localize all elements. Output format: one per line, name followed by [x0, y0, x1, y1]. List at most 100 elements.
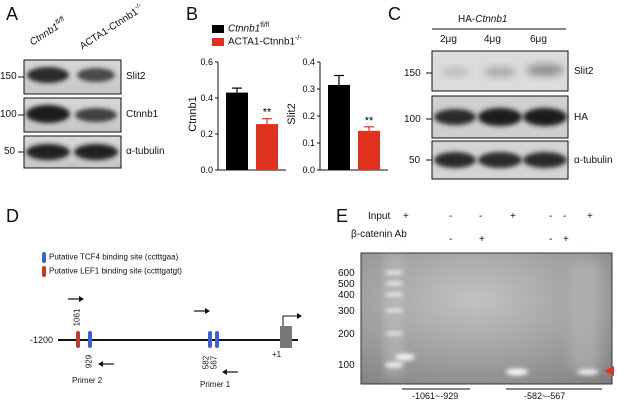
panel-c-title-gene: Ctnnb1 [475, 14, 508, 25]
tcf4-text: Putative TCF4 binding site (cctttgaa) [49, 252, 179, 262]
ladder-label-400: 400 [338, 290, 355, 301]
input-sign-lane-8: + [587, 211, 593, 222]
ladder-label-200: 200 [338, 329, 355, 340]
chart1-tick-label-3: 0.6 [200, 57, 213, 67]
chart1-bar-0 [226, 92, 248, 170]
panel-c-label-slit2: Slit2 [574, 66, 594, 77]
panel-a-mw-50: 50 [4, 146, 16, 157]
panel-c-mw-50: 50 [409, 155, 421, 166]
legend-1-main: Ctnnb1 [228, 23, 261, 35]
primer2-forward-arrow [68, 296, 84, 302]
ladder-bands [386, 271, 402, 367]
panel-d-legend-tcf4: Putative TCF4 binding site (cctttgaa) [42, 252, 178, 263]
legend-2-sup: -/- [295, 35, 302, 42]
primer1-reverse-arrow [222, 369, 238, 375]
chart1-significance: ** [263, 107, 272, 119]
ladder-label-300: 300 [338, 306, 355, 317]
primer1-forward-arrow [194, 308, 210, 314]
chart2-bar-1 [358, 130, 380, 170]
panel-c-letter: C [388, 4, 401, 24]
primer2-label: Primer 2 [72, 376, 103, 385]
panel-e-letter: E [336, 206, 349, 226]
panel-e-ab-label: β-catenin Ab [351, 229, 407, 240]
chart2-tick-label-3: 0.3 [302, 84, 315, 94]
tcf4-site-582 [208, 331, 212, 348]
panel-c-dose-2: 2μg [440, 34, 457, 45]
chart2-tick-label-4: 0.4 [302, 57, 315, 67]
blot-a-slit2 [23, 59, 122, 95]
tss-arrow [282, 315, 297, 326]
legend-2-main: ACTA1-Ctnnb1 [228, 36, 296, 48]
red-arrowhead [604, 366, 614, 376]
panel-b-letter: B [186, 4, 199, 24]
panel-a-mw-150: 150 [0, 71, 17, 82]
panel-c-title-main: HA- [458, 14, 476, 25]
panel-a-label-slit2: Slit2 [126, 71, 146, 82]
chart1-tick-label-2: 0.4 [200, 93, 213, 103]
chart1-bar-1 [256, 124, 278, 170]
panel-c-dose-6: 6μg [530, 34, 547, 45]
lef1-site [76, 331, 80, 348]
input-sign-lane-1: + [403, 211, 409, 222]
primer1-label: Primer 1 [200, 380, 231, 389]
panel-d-start: -1200 [30, 335, 54, 345]
panel-b-legend-2: ACTA1-Ctnnb1-/- [212, 35, 302, 47]
chart2-significance: ** [365, 115, 374, 127]
panel-c-label-ha: HA [574, 112, 588, 123]
ladder-label-100: 100 [338, 360, 355, 371]
chart2-tick-label-1: 0.1 [302, 138, 315, 148]
chart2-bar-0 [328, 84, 350, 170]
chart1-tick-label-1: 0.2 [200, 129, 213, 139]
region-label-1: -1061~-929 [412, 391, 459, 401]
lef1-text: Putative LEF1 binding site (cctttgatgt) [49, 266, 182, 276]
ab-sign-lane-6: - [549, 234, 553, 245]
blot-c-ha [431, 95, 569, 139]
tcf4-site-929 [88, 331, 92, 348]
chart2-tick-label-2: 0.2 [302, 111, 315, 121]
blot-c-slit2 [431, 50, 569, 92]
input-sign-lane-6: - [549, 211, 553, 222]
panel-c-mw-150: 150 [404, 68, 421, 79]
legend-swatch-black [212, 24, 224, 33]
ladder-label-500: 500 [338, 279, 355, 290]
panel-c-mw-100: 100 [404, 114, 421, 125]
chart-ctnnb1: 0.0 0.2 0.4 0.6 ** [200, 57, 286, 175]
panel-d-legend-lef1: Putative LEF1 binding site (cctttgatgt) [42, 266, 182, 277]
panel-d-letter: D [6, 206, 19, 226]
ab-sign-lane-3: + [479, 234, 485, 245]
legend-1-sup: fl/fl [260, 22, 270, 29]
panel-c-dose-4: 4μg [484, 34, 501, 45]
blot-c-tubulin [431, 140, 569, 180]
ab-sign-lane-7: + [563, 234, 569, 245]
blot-a-tubulin [23, 135, 122, 169]
panel-c-label-tubulin: α-tubulin [574, 155, 613, 166]
tss-label: +1 [272, 350, 282, 359]
primer2-reverse-arrow [98, 361, 114, 367]
input-sign-lane-3: - [479, 211, 483, 222]
band-input-1 [395, 353, 415, 361]
panel-c-title: HA-Ctnnb1 [458, 14, 507, 25]
panel-a-letter: A [6, 4, 19, 24]
band-input-4 [506, 368, 528, 376]
lef1-swatch [42, 266, 46, 277]
legend-swatch-red [212, 37, 224, 46]
input-sign-lane-4: + [510, 211, 516, 222]
tcf4-swatch [42, 252, 46, 263]
panel-a-label-tubulin: α-tubulin [126, 146, 165, 157]
region-label-2: -582~-567 [524, 391, 566, 401]
chart-slit2: 0.0 0.1 0.2 0.3 0.4 ** [302, 57, 388, 175]
panel-b-legend-1: Ctnnb1fl/fl [212, 22, 269, 34]
input-sign-lane-7: - [563, 211, 567, 222]
panel-e-input-label: Input [368, 211, 391, 222]
chart1-tick-label-0: 0.0 [200, 165, 213, 175]
band-input-8 [577, 369, 599, 375]
panel-a-label-ctnnb1: Ctnnb1 [126, 109, 159, 120]
tcf4-site-567 [215, 331, 219, 348]
ab-sign-lane-2: - [449, 234, 453, 245]
input-sign-lane-2: - [449, 211, 453, 222]
